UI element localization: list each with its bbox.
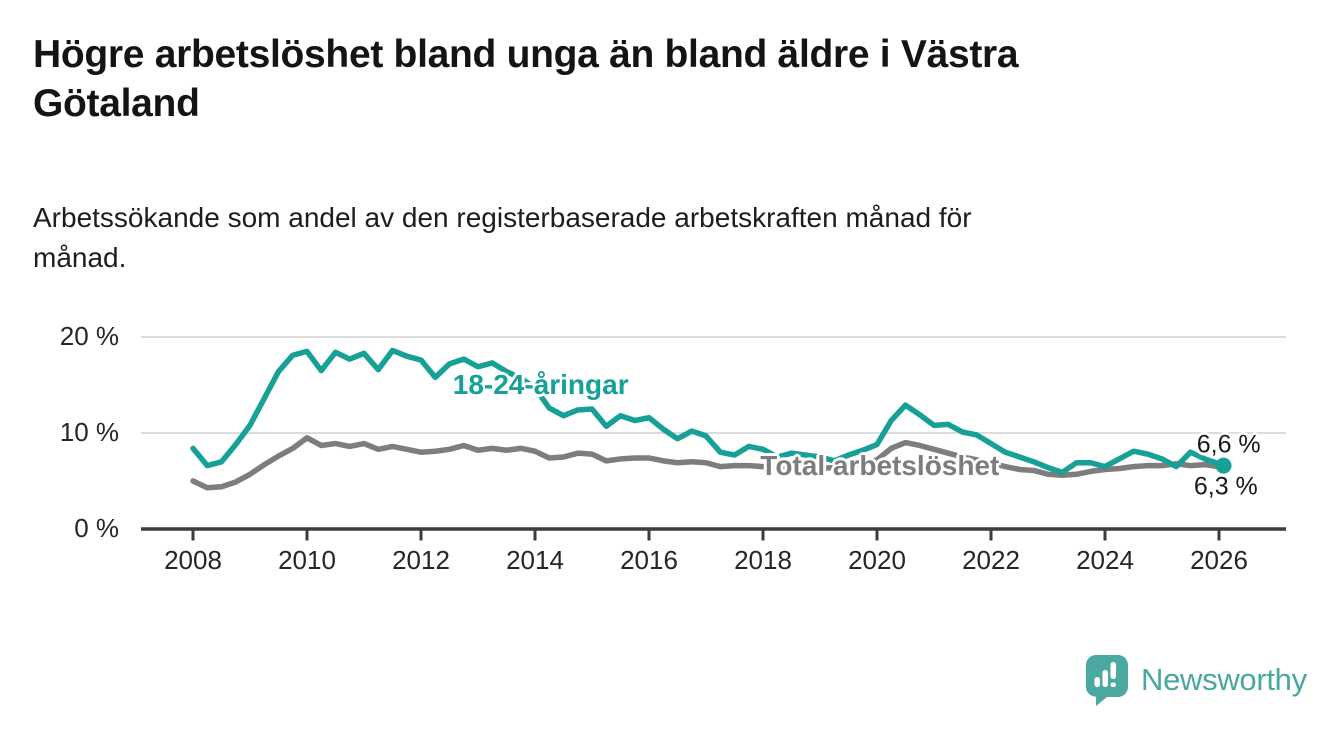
x-tick-label: 2010: [278, 545, 336, 575]
x-tick-label: 2020: [848, 545, 906, 575]
chart-subtitle-line2: månad.: [33, 241, 127, 273]
line-series-young-18-24: [190, 347, 1227, 476]
x-tick-label: 2008: [164, 545, 222, 575]
x-tick-label: 2026: [1190, 545, 1248, 575]
series-end-dot: [1215, 457, 1232, 474]
chart-subtitle-line1: Arbetssökande som andel av den registerb…: [33, 202, 972, 233]
page-title: Högre arbetslöshet bland unga än bland ä…: [33, 30, 1313, 128]
gridlines: [141, 336, 1286, 434]
x-tick-label: 2016: [620, 545, 678, 575]
newsworthy-speech-bubble-bar-chart-icon: [1086, 655, 1128, 706]
x-tick-label: 2024: [1076, 545, 1134, 575]
x-tick-label: 2018: [734, 545, 792, 575]
newsworthy-logo: Newsworthy: [1084, 653, 1307, 707]
x-axis-tick-marks: [191, 530, 1221, 541]
chart-subtitle: Arbetssökande som andel av den registerb…: [33, 198, 1293, 278]
end-value-label-young: 6,6 %: [1196, 430, 1261, 459]
x-tick-label: 2012: [392, 545, 450, 575]
series-label-total-unemployment: Total arbetslöshet: [760, 449, 1000, 481]
page-title-line1: Högre arbetslöshet bland unga än bland ä…: [33, 33, 1019, 76]
x-tick-label: 2022: [962, 545, 1020, 575]
x-tick-label: 2014: [506, 545, 564, 575]
end-value-label-total: 6,3 %: [1193, 472, 1258, 501]
y-tick-label: 0 %: [74, 513, 119, 543]
newsworthy-logo-text: Newsworthy: [1141, 662, 1307, 697]
y-tick-label: 20 %: [59, 321, 119, 351]
series-label-young-18-24: 18-24-åringar: [452, 369, 629, 400]
page-title-line2: Götaland: [33, 82, 200, 126]
y-tick-label: 10 %: [59, 417, 119, 447]
line-series-total-unemployment: [190, 435, 1227, 491]
